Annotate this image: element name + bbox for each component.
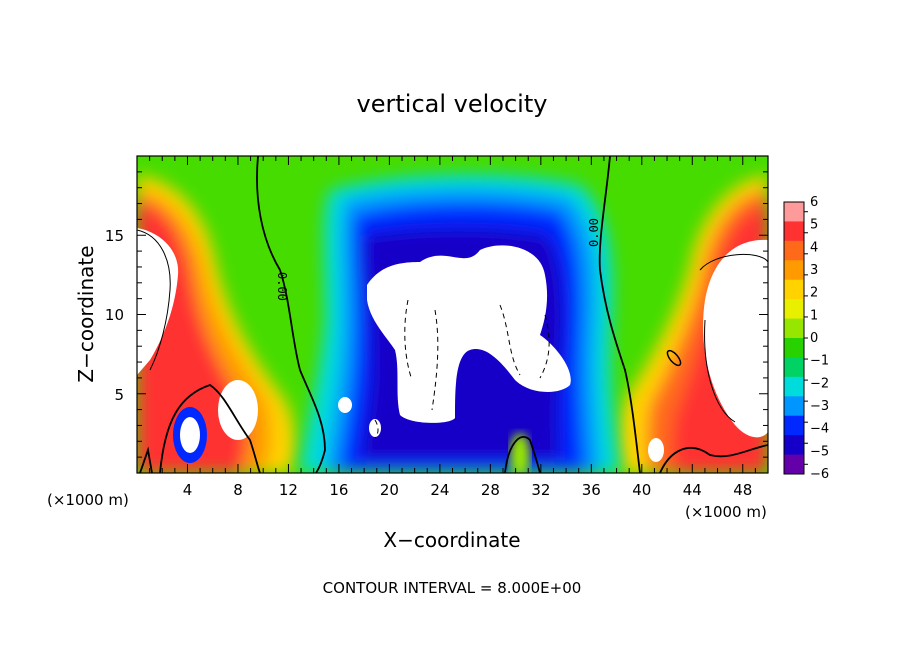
colorbar-label: −2: [810, 376, 829, 391]
x-unit-label-left: (×1000 m): [47, 491, 129, 509]
colorbar-swatch: [784, 435, 804, 456]
colorbar-label: 0: [810, 331, 818, 346]
colorbar-label: −5: [810, 444, 829, 459]
heatmap-field: [137, 156, 768, 473]
colorbar-label: 5: [810, 218, 818, 233]
colorbar-labels: 6 5 4 3 2 1 0 −1 −2 −3 −4 −5 −6: [810, 195, 829, 482]
colorbar-swatch: [784, 221, 804, 242]
y-axis-label: Z−coordinate: [74, 245, 98, 382]
contour-lines: [137, 156, 768, 473]
colorbar-swatch: [784, 240, 804, 261]
x-tick-label: 28: [481, 481, 500, 499]
colorbar-swatch: [784, 260, 804, 281]
colorbar-label: −4: [810, 422, 829, 437]
contour-label-right: 0.00: [587, 218, 601, 247]
contour-interval-note: CONTOUR INTERVAL = 8.000E+00: [323, 579, 582, 597]
colorbar-label: 3: [810, 263, 818, 278]
chart-title: vertical velocity: [357, 90, 548, 118]
colorbar-swatch: [784, 396, 804, 417]
x-tick-label: 12: [279, 481, 298, 499]
colorbar-swatch: [784, 357, 804, 378]
y-tick-label: 5: [114, 386, 124, 404]
x-tick-label: 20: [380, 481, 399, 499]
colorbar-label: −1: [810, 354, 829, 369]
colorbar-swatch: [784, 338, 804, 358]
colorbar: [783, 201, 808, 475]
y-tick-label: 10: [105, 306, 124, 324]
colorbar-swatch: [784, 299, 804, 320]
colorbar-swatch: [784, 454, 804, 475]
x-axis-label: X−coordinate: [383, 528, 520, 552]
x-unit-label-right: (×1000 m): [685, 503, 767, 521]
y-axis-ticks: [137, 171, 768, 458]
colorbar-swatch: [784, 318, 804, 339]
y-tick-label: 15: [105, 227, 124, 245]
colorbar-label: 1: [810, 308, 818, 323]
x-tick-label: 4: [183, 481, 193, 499]
colorbar-swatch: [784, 202, 804, 222]
colorbar-swatch: [784, 415, 804, 436]
x-tick-label: 44: [683, 481, 702, 499]
x-tick-label: 36: [582, 481, 601, 499]
x-tick-label: 16: [329, 481, 348, 499]
colorbar-label: 6: [810, 195, 818, 210]
x-tick-label: 24: [430, 481, 449, 499]
x-tick-label: 8: [233, 481, 243, 499]
colorbar-label: 2: [810, 286, 818, 301]
colorbar-label: 4: [810, 240, 818, 255]
x-tick-label: 40: [632, 481, 651, 499]
colorbar-swatch: [784, 279, 804, 300]
x-tick-label: 48: [733, 481, 752, 499]
colorbar-label: −3: [810, 399, 829, 414]
colorbar-swatch: [784, 376, 804, 397]
x-tick-label: 32: [531, 481, 550, 499]
colorbar-label: −6: [810, 467, 829, 482]
x-axis-ticks: [149, 156, 756, 473]
contour-label-left: 0.00: [275, 272, 289, 301]
